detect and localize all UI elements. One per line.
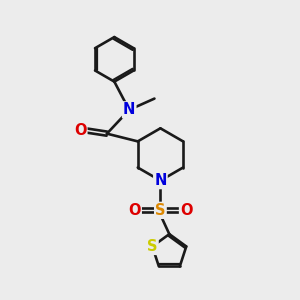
- Text: O: O: [128, 203, 141, 218]
- Text: O: O: [180, 203, 193, 218]
- Text: N: N: [154, 173, 167, 188]
- Text: O: O: [74, 123, 86, 138]
- Text: S: S: [155, 203, 166, 218]
- Text: S: S: [147, 239, 158, 254]
- Text: N: N: [123, 102, 135, 117]
